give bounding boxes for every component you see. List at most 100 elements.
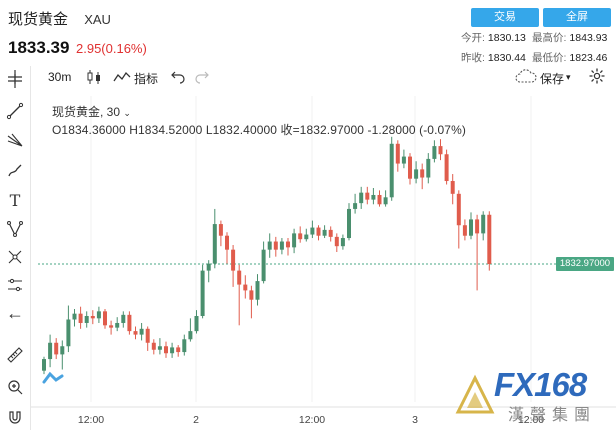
stat-open: 今开: 1830.13 xyxy=(461,32,526,44)
watermark-text: 漢聲集團 xyxy=(508,407,597,424)
candle-body xyxy=(426,158,431,178)
candle-body xyxy=(48,342,53,360)
chart-toolbar: 30m 指标 保存 ▾ xyxy=(0,64,616,92)
interval-selector[interactable]: 30m xyxy=(48,70,72,84)
cloud-icon[interactable] xyxy=(515,68,537,87)
candle-body xyxy=(359,192,364,204)
candle-body xyxy=(353,203,358,209)
stat-low-value: 1823.46 xyxy=(569,52,608,64)
drawing-toolbar: T ← xyxy=(0,66,31,430)
candle-body xyxy=(401,156,406,164)
current-price: 1833.39 xyxy=(8,38,70,57)
candle-body xyxy=(103,311,107,326)
candle-body xyxy=(121,314,126,323)
candle-style-icon[interactable] xyxy=(86,68,102,89)
text-tool-icon[interactable]: T xyxy=(9,191,21,210)
candle-body xyxy=(316,227,321,236)
candle-body xyxy=(304,234,309,240)
indicator-button[interactable]: 指标 xyxy=(134,72,159,86)
indicator-icon[interactable] xyxy=(113,68,131,89)
chevron-down-icon[interactable]: ▾ xyxy=(566,72,571,82)
candle-body xyxy=(438,146,443,155)
save-button[interactable]: 保存 xyxy=(540,72,565,86)
candle-body xyxy=(176,347,181,353)
x-axis: 12:00 2 12:00 3 12:00 xyxy=(31,406,616,426)
chart-grid xyxy=(90,96,532,402)
candle-body xyxy=(212,224,217,264)
candle-body xyxy=(237,270,242,285)
ruler-icon[interactable] xyxy=(6,346,24,364)
candle-body xyxy=(462,225,467,236)
candle-body xyxy=(334,236,339,247)
candle-body xyxy=(231,249,236,271)
zoom-in-icon[interactable] xyxy=(6,378,24,396)
candle-body xyxy=(450,181,455,194)
stat-high-value: 1843.93 xyxy=(569,32,608,44)
back-arrow-icon[interactable]: ← xyxy=(6,303,24,323)
candle-body xyxy=(84,316,89,323)
candle-body xyxy=(145,328,150,343)
candle-body xyxy=(377,194,382,205)
candle-body xyxy=(170,347,175,354)
candle-body xyxy=(389,143,394,198)
magnet-icon[interactable] xyxy=(6,408,24,426)
undo-icon[interactable] xyxy=(170,68,186,87)
candle-body xyxy=(188,331,193,340)
stat-prev-close: 昨收: 1830.44 xyxy=(461,52,526,64)
redo-icon[interactable] xyxy=(194,68,210,87)
candles-layer xyxy=(42,136,492,375)
candle-body xyxy=(292,233,297,248)
candle-body xyxy=(42,359,46,371)
candle-body xyxy=(395,143,400,164)
candle-body xyxy=(322,229,327,236)
stat-open-value: 1830.13 xyxy=(487,32,526,44)
candle-body xyxy=(78,313,83,323)
candle-body xyxy=(249,290,254,300)
candle-body xyxy=(444,154,449,182)
candle-body xyxy=(66,319,71,347)
fullscreen-button[interactable]: 全屏 xyxy=(543,8,611,27)
watermark-logo: FX168 xyxy=(494,366,587,403)
pattern-icon[interactable] xyxy=(6,220,24,238)
candle-body xyxy=(206,263,211,271)
candle-body xyxy=(286,241,290,248)
instrument-name: 现货黄金 xyxy=(8,11,69,28)
cursor-icon[interactable] xyxy=(6,72,24,90)
trade-button[interactable]: 交易 xyxy=(471,8,539,27)
chart-legend-ohlc: O1834.36000 H1834.52000 L1832.40000 收=18… xyxy=(52,123,466,137)
measure-icon[interactable] xyxy=(6,276,24,294)
candle-body xyxy=(194,316,199,332)
candle-body xyxy=(225,235,229,250)
candle-body xyxy=(456,193,461,226)
brush-icon[interactable] xyxy=(6,162,24,180)
trend-line-icon[interactable] xyxy=(6,102,24,120)
candle-body xyxy=(255,281,260,300)
fork-icon[interactable] xyxy=(6,248,24,266)
instrument-title: 现货黄金 XAU xyxy=(8,8,111,29)
candle-body xyxy=(414,169,419,179)
x-tick-label: 12:00 xyxy=(78,414,104,426)
candle-body xyxy=(475,219,480,234)
candle-body xyxy=(371,194,376,200)
candle-body xyxy=(133,331,138,335)
x-tick-label: 2 xyxy=(193,414,199,426)
candle-body xyxy=(90,316,95,319)
candle-body xyxy=(279,241,284,250)
candle-body xyxy=(298,233,303,240)
gear-icon[interactable] xyxy=(588,67,606,88)
chart-legend-title: 现货黄金, 30 ⌄ xyxy=(52,105,131,119)
candle-body xyxy=(157,346,162,350)
pitchfork-icon[interactable] xyxy=(6,132,24,150)
candle-body xyxy=(328,229,333,237)
candle-body xyxy=(72,313,77,320)
candle-body xyxy=(383,197,388,205)
candle-body xyxy=(243,284,248,291)
candle-body xyxy=(267,241,272,250)
candle-body xyxy=(340,238,345,247)
watermark-emblem-icon xyxy=(455,374,495,414)
candle-body xyxy=(139,328,144,335)
candle-body xyxy=(487,214,492,264)
candle-body xyxy=(151,342,156,350)
chevron-down-icon[interactable]: ⌄ xyxy=(123,108,131,118)
